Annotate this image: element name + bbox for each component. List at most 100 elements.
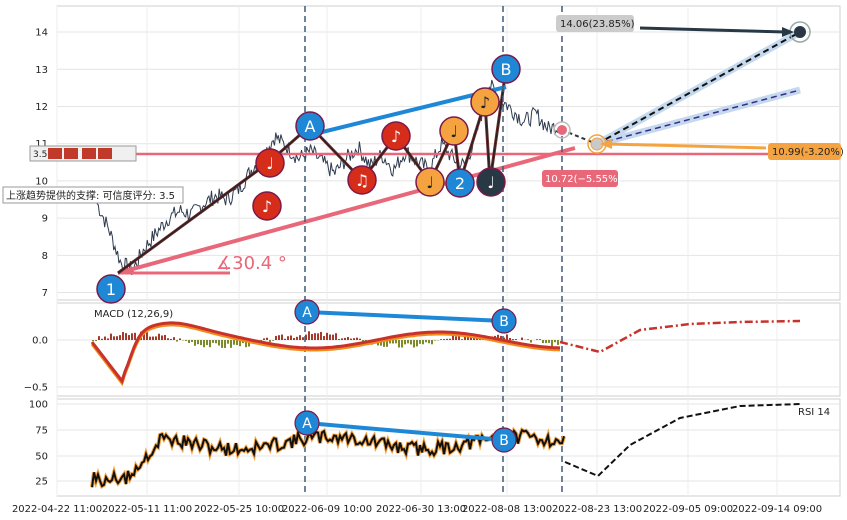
macd-bar — [92, 340, 94, 342]
support-stub-glyph-4 — [98, 148, 112, 159]
wave-marker — [470, 87, 500, 117]
sub-panel-marker-label: B — [499, 314, 509, 330]
macd-bar — [236, 340, 238, 346]
macd-bar — [245, 340, 247, 348]
sub-panel-marker-label: A — [302, 305, 312, 321]
x-tick: 2022-06-30 13:00 — [376, 504, 466, 515]
macd-bar — [296, 336, 298, 340]
macd-bar — [317, 333, 319, 340]
wave-marker — [252, 191, 282, 221]
price-y-tick: 13 — [35, 65, 48, 76]
macd-bar — [452, 335, 454, 340]
level-left-label-box — [542, 170, 618, 187]
macd-bar — [293, 338, 295, 340]
wave-marker-label: ♪ — [480, 93, 490, 112]
macd-bar — [425, 340, 427, 343]
wave-marker — [255, 148, 285, 178]
rsi-y-tick: 100 — [29, 400, 48, 411]
x-tick: 2022-09-14 09:00 — [732, 504, 822, 515]
macd-bar — [467, 336, 469, 340]
support-label: 上涨趋势提供的支撑: 可信度评分: 3.5 — [6, 189, 175, 202]
macd-y-tick: −0.5 — [24, 383, 48, 394]
macd-bar — [272, 340, 274, 341]
macd-bar — [230, 340, 232, 348]
macd-bar — [101, 338, 103, 340]
wave-marker-label: ♩ — [450, 122, 458, 141]
rsi-y-tick: 75 — [35, 426, 48, 437]
sub-panel-marker — [294, 410, 320, 436]
macd-bar — [146, 332, 148, 340]
macd-bar — [446, 338, 448, 340]
macd-bar — [290, 335, 292, 340]
support-label-box — [2, 186, 184, 204]
macd-projection-line — [559, 319, 801, 354]
macd-bar — [209, 340, 211, 348]
sub-panel-marker — [491, 308, 517, 334]
rsi-y-tick: 25 — [35, 477, 48, 488]
price-y-tick: 14 — [35, 28, 48, 39]
macd-bar — [128, 335, 130, 340]
macd-bar — [269, 340, 271, 343]
macd-bar — [401, 340, 403, 348]
macd-bar — [158, 333, 160, 340]
macd-bar — [320, 331, 322, 340]
level-marker-ring-left — [553, 121, 571, 139]
macd-bar — [383, 340, 385, 347]
sub-panel-marker — [294, 299, 320, 325]
macd-bar — [464, 336, 466, 340]
macd-ab-line — [306, 310, 505, 323]
wave-marker-label: 1 — [106, 280, 116, 299]
wave-marker — [415, 167, 445, 197]
macd-bar — [515, 339, 517, 340]
macd-bar — [404, 340, 406, 345]
level-right-label-box — [768, 143, 841, 160]
macd-bar — [443, 339, 445, 340]
macd-bar — [542, 340, 544, 344]
macd-bar — [95, 340, 97, 342]
macd-bar — [188, 340, 190, 344]
sub-panel-marker — [491, 427, 517, 453]
wave-marker — [295, 111, 325, 141]
macd-bar — [119, 335, 121, 340]
macd-bar — [548, 340, 550, 343]
macd-bar — [347, 336, 349, 340]
macd-bar — [110, 333, 112, 340]
macd-bar — [224, 340, 226, 348]
macd-bar — [470, 336, 472, 340]
macd-main-line — [90, 321, 561, 385]
target-label: 14.06(23.85%) — [560, 19, 635, 30]
price-markers: 1 ♪ ♩ A ♫ ♪ ♩ ♩ 2 ♪ ♩ B — [96, 54, 521, 304]
macd-bar — [266, 337, 268, 340]
macd-bar — [419, 340, 421, 344]
macd-bar — [155, 336, 157, 340]
macd-bar — [353, 338, 355, 340]
x-tick: 2022-05-25 10:00 — [194, 504, 284, 515]
macd-bar — [164, 334, 166, 340]
macd-bar — [197, 340, 199, 345]
macd-bar — [206, 340, 208, 346]
macd-bar — [416, 340, 418, 347]
macd-bar — [422, 340, 424, 345]
macd-bar — [497, 334, 499, 340]
macd-bar — [554, 340, 556, 343]
macd-signal-line — [90, 323, 561, 387]
price-y-tick: 7 — [42, 288, 48, 299]
wave-marker-label: ♩ — [266, 154, 274, 173]
macd-bar — [278, 335, 280, 340]
level-left-label: 10.72(−5.55%) — [545, 174, 622, 185]
macd-bar — [194, 340, 196, 346]
macd-bar — [332, 334, 334, 340]
wave-marker — [96, 274, 126, 304]
macd-bar — [506, 334, 508, 340]
wave-marker-label: ♪ — [391, 127, 401, 146]
rsi-projection — [564, 403, 801, 478]
x-tick: 2022-04-22 11:00 — [12, 504, 102, 515]
macd-bar — [134, 332, 136, 340]
macd-bar — [359, 338, 361, 340]
target-dot — [794, 26, 806, 38]
wave-marker-label: ♩ — [487, 173, 495, 192]
macd-bar — [413, 340, 415, 348]
macd-bar — [125, 333, 127, 340]
